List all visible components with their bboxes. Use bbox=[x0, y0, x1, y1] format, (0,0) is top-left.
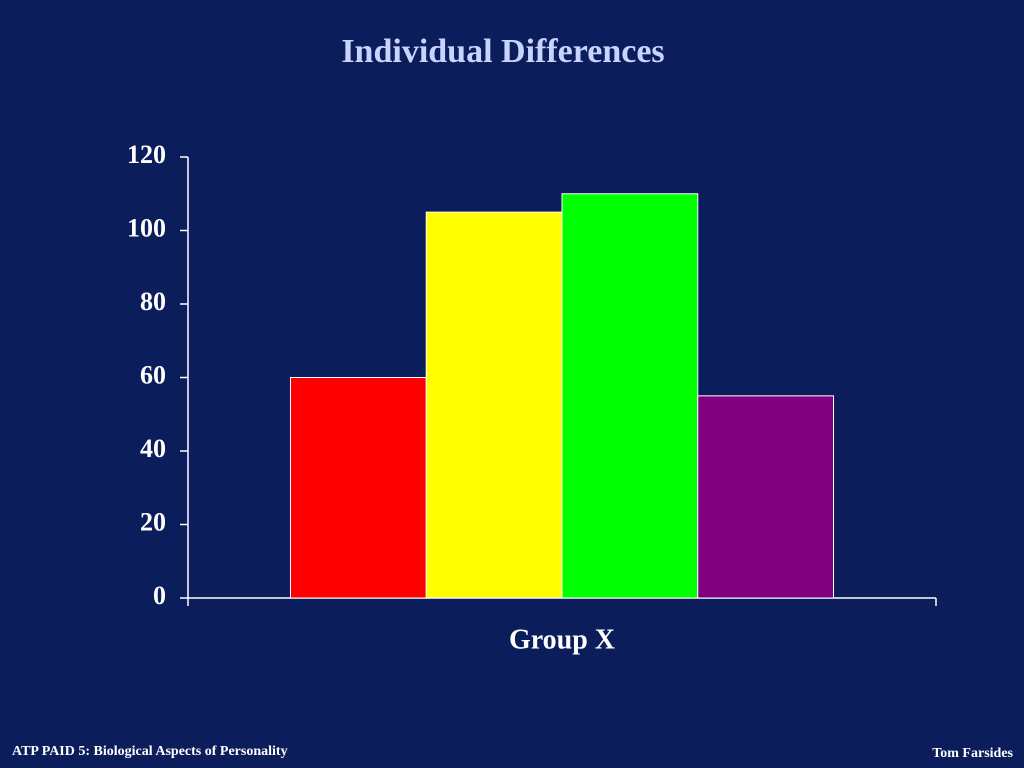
y-tick-label: 60 bbox=[140, 360, 166, 389]
y-tick-label: 120 bbox=[127, 140, 166, 169]
bar bbox=[697, 395, 835, 599]
y-tick-label: 40 bbox=[140, 434, 166, 463]
bar bbox=[561, 193, 699, 599]
bar bbox=[425, 211, 563, 599]
y-tick-label: 0 bbox=[153, 581, 166, 610]
chart-title: Individual Differences bbox=[341, 33, 664, 70]
bar bbox=[289, 377, 427, 599]
footer-right: Tom Farsides bbox=[932, 746, 1013, 761]
y-tick-label: 100 bbox=[127, 213, 166, 242]
footer-left: ATP PAID 5: Biological Aspects of Person… bbox=[12, 744, 288, 759]
y-tick-label: 80 bbox=[140, 287, 166, 316]
y-tick-label: 20 bbox=[140, 507, 166, 536]
x-tick-label: Group X bbox=[509, 624, 615, 655]
